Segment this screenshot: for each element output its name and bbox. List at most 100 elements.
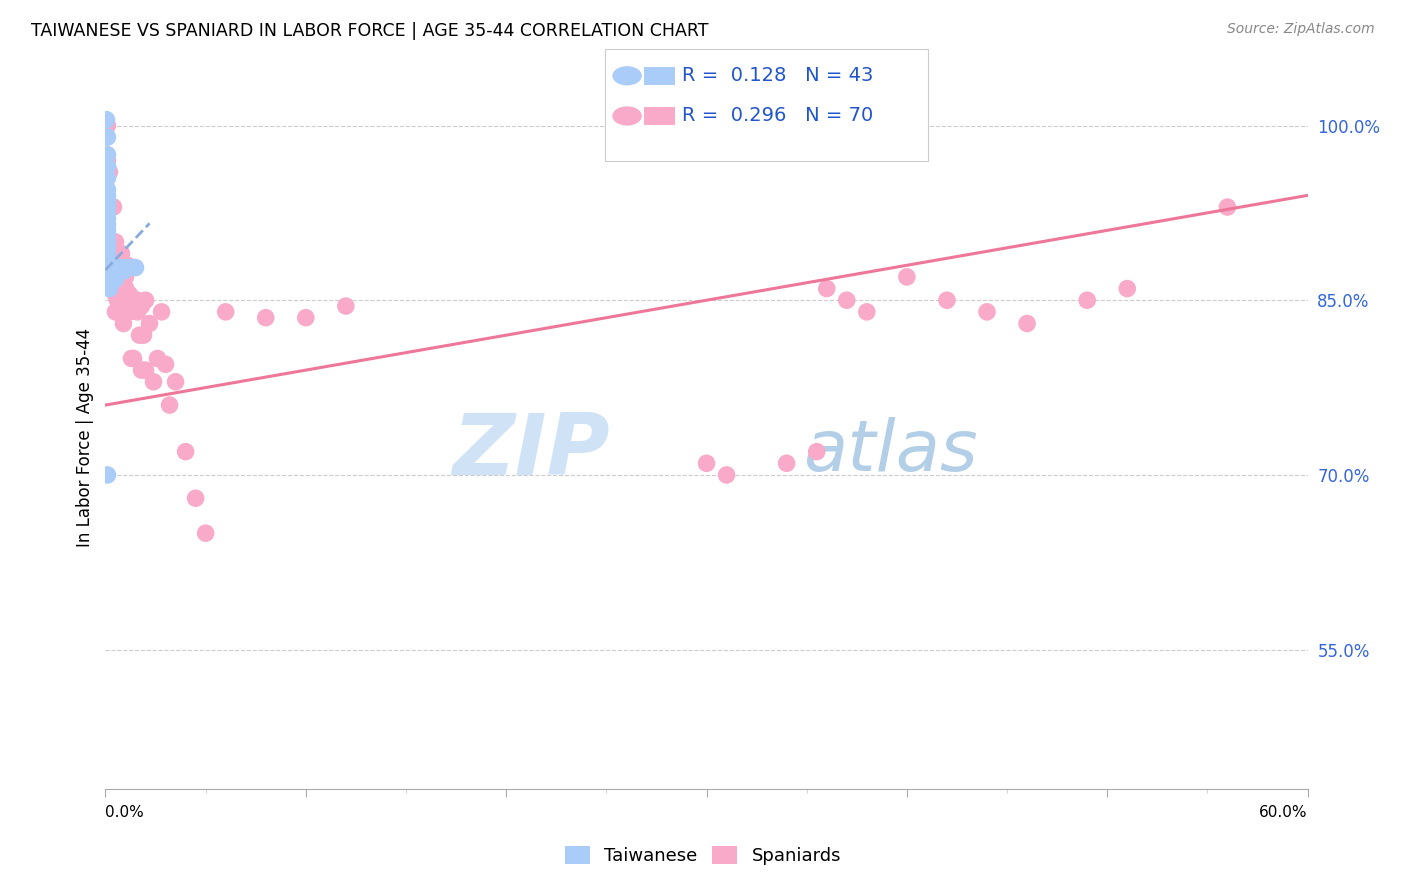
Point	[776, 456, 799, 470]
Point	[98, 165, 121, 179]
Point	[98, 269, 121, 284]
Point	[696, 456, 718, 470]
Point	[128, 328, 150, 343]
Point	[1076, 293, 1098, 308]
Point	[112, 317, 135, 331]
Point	[96, 183, 118, 197]
Point	[100, 276, 122, 290]
Point	[124, 299, 146, 313]
Point	[135, 293, 157, 308]
Point	[96, 223, 118, 237]
Point	[110, 305, 132, 319]
Point	[96, 119, 118, 133]
Point	[112, 293, 135, 308]
Point	[110, 260, 132, 275]
Point	[104, 268, 127, 282]
Point	[114, 269, 136, 284]
Point	[96, 200, 118, 214]
Point	[103, 268, 125, 282]
Point	[835, 293, 858, 308]
Point	[976, 305, 998, 319]
Point	[146, 351, 169, 366]
Y-axis label: In Labor Force | Age 35-44: In Labor Force | Age 35-44	[76, 327, 94, 547]
Point	[96, 258, 118, 272]
Point	[96, 252, 118, 267]
Point	[127, 305, 149, 319]
Point	[295, 310, 318, 325]
Point	[96, 241, 118, 255]
Point	[96, 264, 118, 278]
Point	[131, 363, 153, 377]
Point	[165, 375, 187, 389]
Point	[110, 269, 132, 284]
Point	[254, 310, 277, 325]
Point	[214, 305, 236, 319]
Point	[155, 357, 177, 371]
Point	[96, 130, 118, 145]
Point	[138, 317, 160, 331]
Point	[96, 229, 118, 244]
Point	[131, 299, 153, 313]
Text: atlas: atlas	[803, 417, 977, 485]
Point	[194, 526, 217, 541]
Point	[118, 287, 141, 301]
Point	[107, 260, 129, 275]
Point	[100, 264, 122, 278]
Point	[96, 235, 118, 249]
Point	[96, 218, 118, 232]
Point	[96, 188, 118, 202]
Point	[114, 282, 136, 296]
Point	[96, 153, 118, 168]
Text: R =  0.296   N = 70: R = 0.296 N = 70	[682, 106, 873, 126]
Point	[117, 258, 139, 272]
Point	[96, 170, 118, 185]
Point	[96, 112, 118, 127]
Point	[142, 375, 165, 389]
Point	[114, 282, 136, 296]
Point	[96, 206, 118, 220]
Point	[108, 305, 131, 319]
Point	[107, 268, 129, 282]
Point	[806, 444, 828, 458]
Point	[98, 264, 121, 278]
Point	[104, 305, 127, 319]
Text: ZIP: ZIP	[453, 409, 610, 492]
Point	[124, 260, 146, 275]
Point	[118, 260, 141, 275]
Text: 0.0%: 0.0%	[105, 805, 145, 820]
Text: 60.0%: 60.0%	[1260, 805, 1308, 820]
Point	[108, 282, 131, 296]
Point	[127, 293, 149, 308]
Legend: Taiwanese, Spaniards: Taiwanese, Spaniards	[557, 839, 849, 872]
Point	[122, 351, 145, 366]
Point	[112, 264, 135, 278]
Text: Source: ZipAtlas.com: Source: ZipAtlas.com	[1227, 22, 1375, 37]
Point	[896, 269, 918, 284]
Point	[96, 159, 118, 173]
Point	[100, 269, 122, 284]
Text: R =  0.128   N = 43: R = 0.128 N = 43	[682, 66, 873, 86]
Point	[96, 147, 118, 161]
Point	[96, 467, 118, 482]
Point	[104, 235, 127, 249]
Point	[103, 200, 125, 214]
Point	[936, 293, 959, 308]
Point	[135, 363, 157, 377]
Point	[112, 293, 135, 308]
Point	[117, 293, 139, 308]
Point	[110, 246, 132, 260]
Point	[96, 194, 118, 209]
Point	[121, 351, 143, 366]
Point	[107, 293, 129, 308]
Point	[103, 269, 125, 284]
Point	[96, 211, 118, 226]
Point	[114, 260, 136, 275]
Point	[159, 398, 181, 412]
Point	[1116, 282, 1139, 296]
Point	[716, 467, 738, 482]
Point	[1015, 317, 1038, 331]
Text: TAIWANESE VS SPANIARD IN LABOR FORCE | AGE 35-44 CORRELATION CHART: TAIWANESE VS SPANIARD IN LABOR FORCE | A…	[31, 22, 709, 40]
Point	[108, 260, 131, 275]
Point	[103, 260, 125, 275]
Point	[108, 258, 131, 272]
